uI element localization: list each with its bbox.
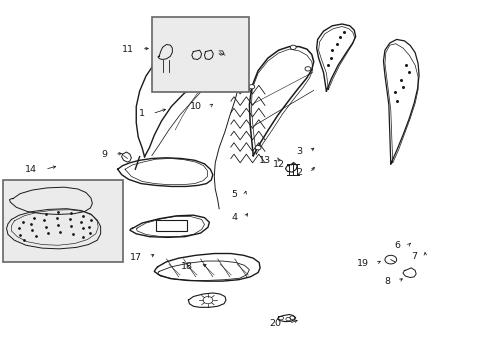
Text: 1: 1 [138,109,144,118]
Text: 17: 17 [130,253,142,262]
Text: 19: 19 [356,259,368,268]
Text: 6: 6 [394,241,400,250]
Text: 13: 13 [259,156,271,165]
Text: 15: 15 [7,180,19,189]
Text: 16: 16 [75,208,87,217]
Circle shape [255,145,261,150]
Text: 3: 3 [295,147,302,156]
Text: 7: 7 [411,252,417,261]
Circle shape [305,67,310,71]
Text: 10: 10 [190,102,202,111]
Circle shape [290,45,296,49]
Text: 11: 11 [122,45,134,54]
Text: 8: 8 [384,276,390,285]
Bar [156,220,187,231]
Text: 9: 9 [101,150,107,159]
Circle shape [248,85,254,89]
Text: 18: 18 [181,262,193,271]
Text: 14: 14 [25,165,37,174]
Text: 2: 2 [295,168,302,177]
Text: 12: 12 [272,161,285,170]
Text: 4: 4 [231,213,237,222]
Bar [3,180,122,262]
Text: 5: 5 [231,190,237,199]
Text: 20: 20 [268,319,281,328]
Bar [152,17,249,92]
